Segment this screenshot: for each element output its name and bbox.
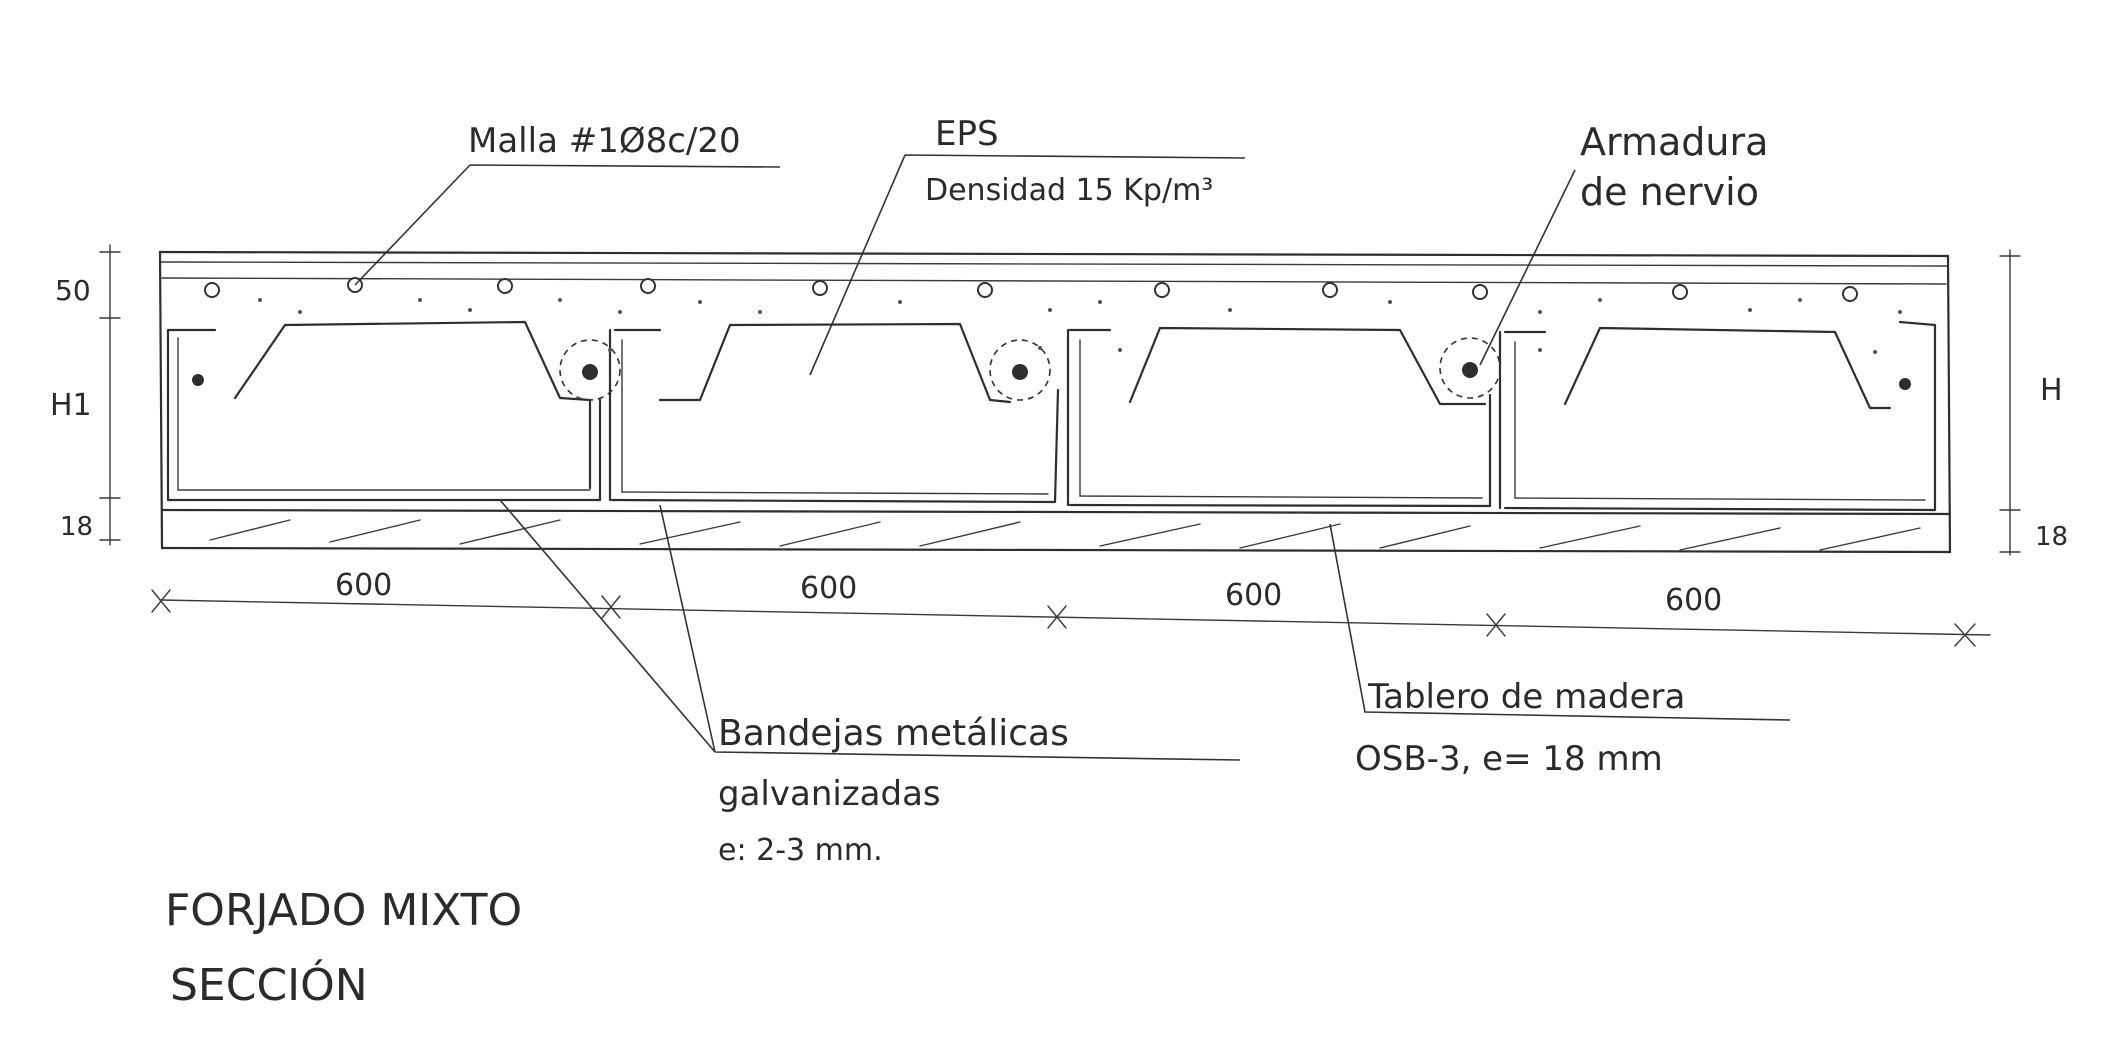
eps-density-label: Densidad 15 Kp/m³: [925, 173, 1213, 208]
tray-2: [610, 328, 1070, 507]
slab-left-edge: [158, 250, 164, 550]
leader-armadura: [1479, 169, 1576, 366]
slab-section: [158, 250, 1952, 554]
dimension-left: [99, 244, 121, 546]
tray-1-inner: [177, 337, 591, 491]
leader-tablero: [1329, 523, 1791, 721]
mesh-bars: [204, 277, 1858, 302]
bandejas-label-2: galvanizadas: [718, 774, 941, 814]
dim-span-1: 600: [335, 568, 392, 603]
leader-bandejas: [499, 499, 1241, 761]
armadura-label-2: de nervio: [1580, 170, 1759, 214]
leader-malla: [354, 164, 781, 286]
rib-reinforcement: [192, 337, 1911, 401]
dim-h1: H1: [50, 388, 92, 423]
title-line-1: FORJADO MIXTO: [165, 885, 522, 936]
armadura-label-1: Armadura: [1580, 120, 1768, 164]
dim-board-left: 18: [60, 512, 93, 542]
dimension-bottom: [151, 589, 1991, 647]
dim-board-right: 18: [2035, 522, 2068, 552]
mesh-line: [161, 277, 1947, 285]
concrete-top-line-2: [159, 261, 1949, 267]
eps-block-1: [233, 320, 592, 490]
dim-span-3: 600: [1225, 578, 1282, 613]
concrete-top-line: [158, 250, 1950, 258]
tray-2-inner: [621, 339, 1049, 495]
dim-span-2: 600: [800, 571, 857, 606]
tray-1: [166, 328, 612, 502]
labels: Malla #1Ø8c/20 EPS Densidad 15 Kp/m³ Arm…: [165, 114, 1768, 1011]
bandejas-label-3: e: 2-3 mm.: [718, 833, 883, 868]
osb-board-bottom: [160, 546, 1952, 554]
tablero-label-2: OSB-3, e= 18 mm: [1355, 739, 1663, 779]
slab-right-edge: [1946, 254, 1952, 554]
osb-board-top: [160, 508, 1952, 516]
tray-3: [1068, 328, 1502, 510]
dim-h: H: [2040, 373, 2063, 408]
malla-label: Malla #1Ø8c/20: [468, 121, 741, 161]
leader-lines: [354, 154, 1791, 761]
title-line-2: SECCIÓN: [170, 958, 368, 1011]
dim-span-4: 600: [1665, 583, 1722, 618]
concrete-specks: [258, 298, 1902, 354]
eps-block-2: [658, 322, 1012, 404]
tray-4: [1503, 320, 1937, 512]
tray-3-inner: [1079, 339, 1483, 499]
eps-block-3: [1128, 326, 1487, 406]
bandejas-label-1: Bandejas metálicas: [718, 713, 1069, 754]
dimension-right: [1999, 249, 2021, 556]
tray-4-inner: [1514, 341, 1926, 501]
dimension-labels: 50 H1 18 H 18 600 600 600 600: [50, 274, 2068, 618]
eps-label: EPS: [935, 114, 999, 154]
eps-block-4: [1563, 326, 1892, 410]
osb-hatching: [209, 519, 1921, 551]
leader-eps: [809, 154, 1246, 376]
tablero-label-1: Tablero de madera: [1367, 677, 1685, 717]
dim-slab-top: 50: [55, 274, 91, 307]
